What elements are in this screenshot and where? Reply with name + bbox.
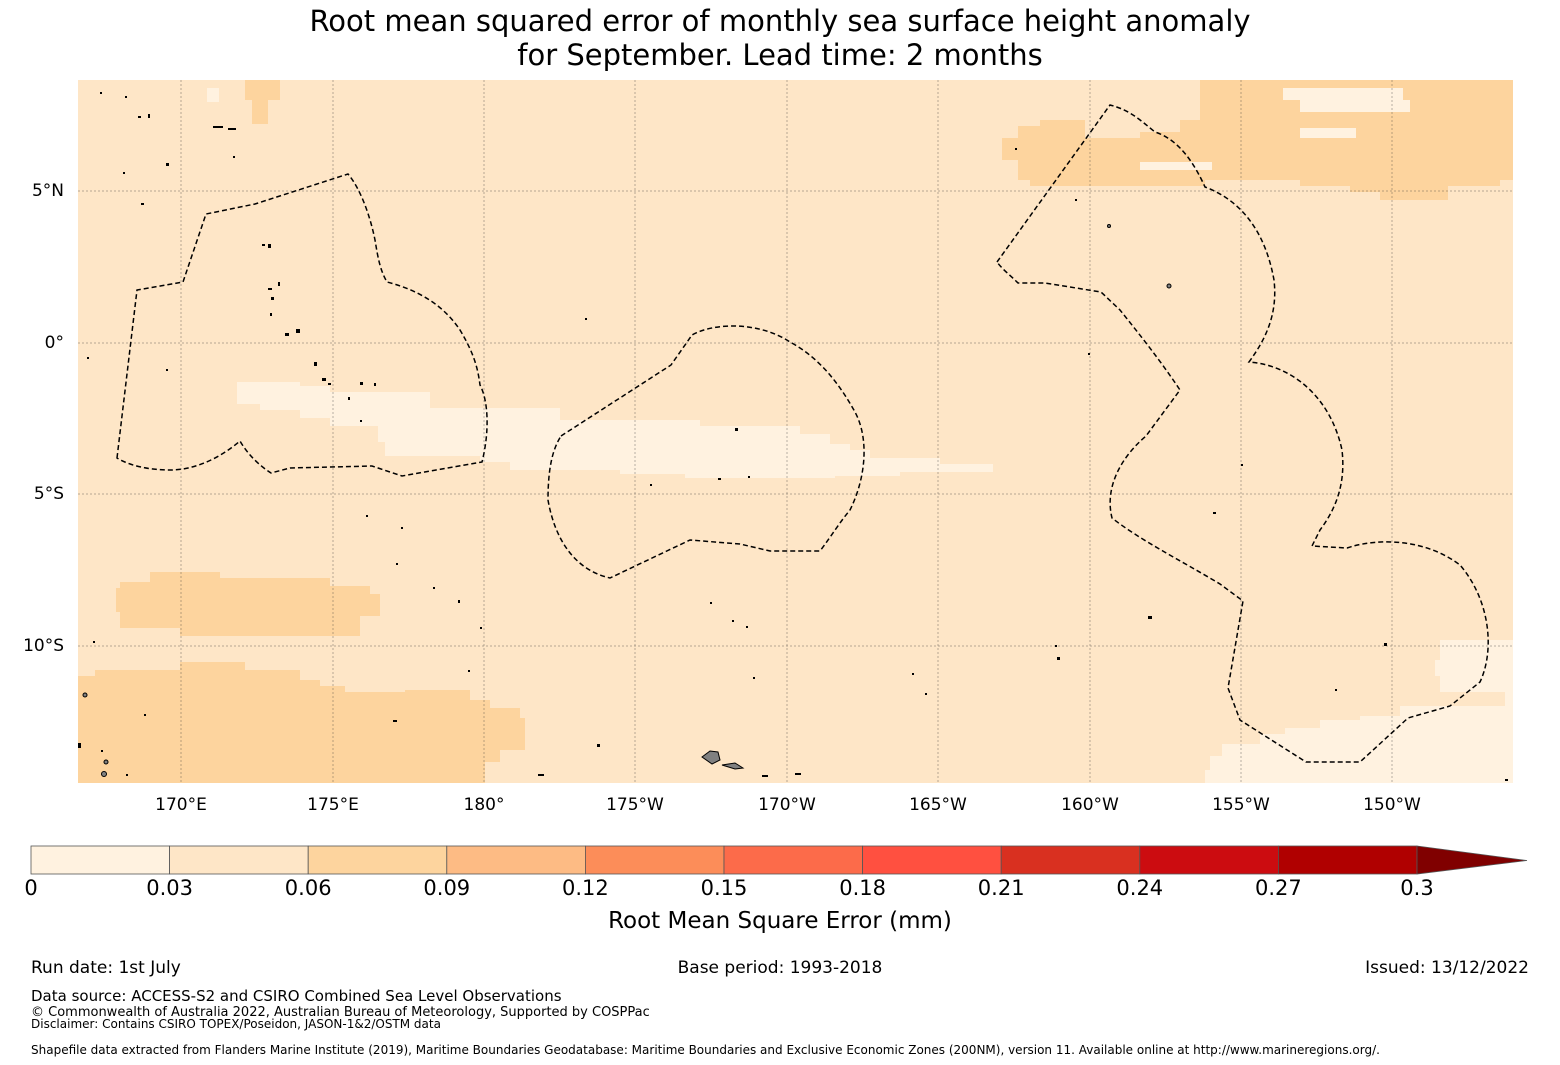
colorbar-bin [1278,845,1418,875]
map-title-line2: for September. Lead time: 2 months [517,38,1043,72]
patch-north-strip-3 [1300,128,1356,138]
patch-north-strip-4 [1140,162,1212,170]
lon-tick-165w: 165°W [909,795,967,815]
gridlines [78,80,1513,783]
shapefile-credit: Shapefile data extracted from Flanders M… [31,1043,1380,1057]
eez-boundary-west [116,173,488,477]
island-speck [82,692,88,698]
colorbar-tick-label: 0.15 [700,876,748,900]
colorbar-segments [30,845,1528,875]
colorbar-title: Root Mean Square Error (mm) [608,908,952,934]
island-speck [101,771,107,777]
colorbar-bin [169,845,309,875]
run-date: Run date: 1st July [31,958,181,978]
lon-tick-175e: 175°E [307,795,359,815]
colorbar-bin [1000,845,1141,875]
eez-boundaries [116,104,1489,763]
patch-north-small [207,88,219,102]
map-title-line1: Root mean squared error of monthly sea s… [309,4,1251,38]
colorbar-bin [585,845,725,875]
lat-tick-5n: 5°N [31,181,64,201]
colorbar-tick-label: 0.3 [1400,876,1434,900]
colorbar-tick-label: 0.12 [562,876,609,900]
disclaimer: Disclaimer: Contains CSIRO TOPEX/Poseido… [31,1017,441,1031]
patch-equatorial-band [237,382,993,478]
colorbar-bin [446,845,586,875]
lat-tick-5s: 5°S [33,484,64,504]
colorbar [30,845,1528,875]
lon-tick-170w: 170°W [758,795,816,815]
issued-date: Issued: 13/12/2022 [1365,958,1529,978]
lon-tick-160w: 160°W [1061,795,1119,815]
colorbar-bin [862,845,1002,875]
colorbar-tick-label: 0.03 [146,876,193,900]
lon-tick-175w: 175°W [606,795,664,815]
colorbar-tick-label: 0.06 [284,876,332,900]
colorbar-tick-label: 0.18 [839,876,886,900]
patch-north-strip-1 [1283,88,1403,100]
colorbar-tick-label: 0 [24,876,38,900]
colorbar-bin [1139,845,1279,875]
base-period: Base period: 1993-2018 [677,958,883,978]
colorbar-tick-label: 0.27 [1255,876,1302,900]
data-source: Data source: ACCESS-S2 and CSIRO Combine… [31,987,562,1005]
island-large-samoa-1 [701,750,721,765]
lon-tick-170e: 170°E [155,795,207,815]
map-plot [78,80,1513,783]
colorbar-bin [723,845,864,875]
island-speck [1107,224,1111,228]
island-speck [103,759,109,765]
lon-tick-155w: 155°W [1212,795,1270,815]
lon-tick-180: 180° [463,795,505,815]
island-large-samoa-2 [721,762,745,770]
lon-tick-150w: 150°W [1363,795,1421,815]
colorbar-tick-label: 0.09 [423,876,471,900]
island-speck [1166,283,1172,289]
colorbar-tick-label: 0.21 [977,876,1025,900]
patch-southwest-bottom [78,662,525,783]
patch-northwest [245,80,280,124]
eez-boundary-east [996,104,1489,763]
colorbar-bin [30,845,171,875]
colorbar-extend-arrow [1416,845,1528,875]
lat-tick-0: 0° [44,333,64,353]
atoll-specks [78,92,1508,781]
copyright: © Commonwealth of Australia 2022, Austra… [31,1005,650,1020]
colorbar-bin [307,845,448,875]
lat-tick-10s: 10°S [23,636,64,656]
colorbar-tick-label: 0.24 [1116,876,1164,900]
eez-boundary-central [547,325,865,579]
land-islands [82,224,1172,777]
patch-north-strip-2 [1300,100,1410,112]
patch-southwest-band [116,572,380,636]
